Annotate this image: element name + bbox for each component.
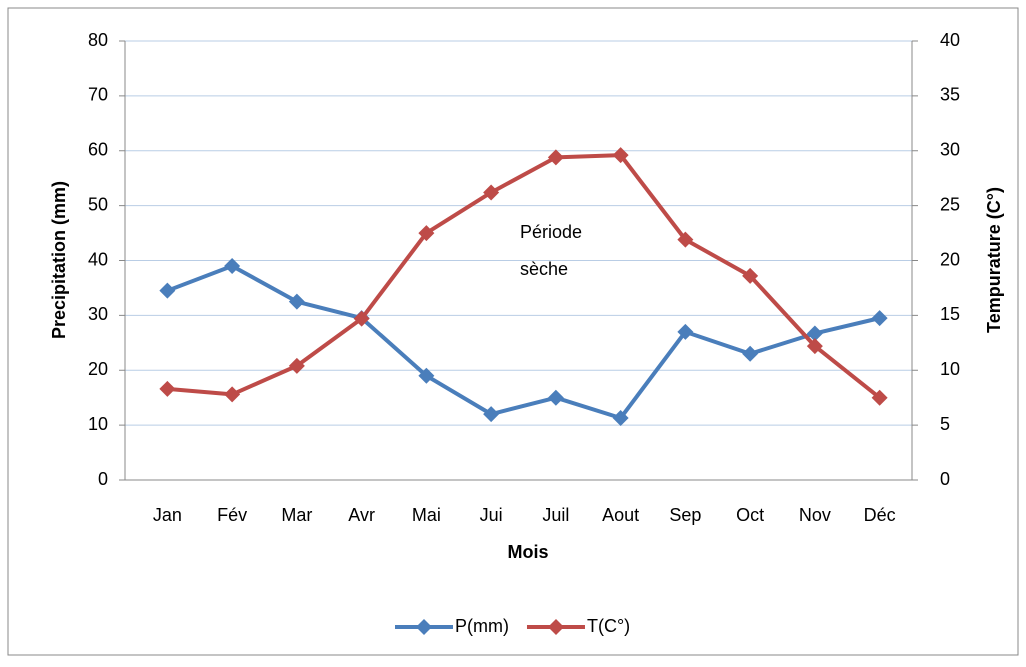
marker: [353, 310, 370, 327]
x-tick-label: Sep: [669, 505, 701, 525]
y-tick-label: 50: [88, 194, 108, 214]
marker: [288, 357, 305, 374]
marker: [742, 345, 759, 362]
marker: [547, 149, 564, 166]
y-axis-title: Precipitation (mm): [49, 181, 69, 339]
y-tick-label: 0: [98, 469, 108, 489]
y-tick-label: 70: [88, 85, 108, 105]
marker: [483, 406, 500, 423]
x-tick-label: Jan: [153, 505, 182, 525]
marker: [159, 380, 176, 397]
marker: [547, 389, 564, 406]
annotation: sèche: [520, 259, 568, 279]
marker: [742, 267, 759, 284]
legend-label: P(mm): [455, 616, 509, 636]
y-tick-label: 20: [88, 359, 108, 379]
marker: [224, 386, 241, 403]
y2-tick-label: 10: [940, 359, 960, 379]
series-line: [167, 153, 881, 400]
marker: [224, 257, 241, 274]
annotation: Période: [520, 222, 582, 242]
y-tick-label: 40: [88, 249, 108, 269]
x-tick-label: Mai: [412, 505, 441, 525]
series-line: [166, 263, 881, 420]
x-tick-label: Juil: [542, 505, 569, 525]
y2-tick-label: 5: [940, 414, 950, 434]
marker: [871, 389, 888, 406]
y2-tick-label: 35: [940, 85, 960, 105]
chart-frame: [7, 7, 1019, 656]
legend-label: T(C°): [587, 616, 630, 636]
y-tick-label: 80: [88, 30, 108, 50]
marker: [677, 323, 694, 340]
marker: [612, 147, 629, 164]
marker: [806, 338, 823, 355]
marker: [483, 184, 500, 201]
marker: [418, 367, 435, 384]
marker: [871, 310, 888, 327]
x-axis-title: Mois: [507, 542, 548, 562]
x-tick-label: Mar: [281, 505, 312, 525]
x-tick-label: Jui: [480, 505, 503, 525]
x-tick-label: Oct: [736, 505, 764, 525]
marker: [418, 225, 435, 242]
y2-tick-label: 40: [940, 30, 960, 50]
x-tick-label: Déc: [864, 505, 896, 525]
y-tick-label: 30: [88, 304, 108, 324]
y-tick-label: 60: [88, 140, 108, 160]
legend-marker: [416, 619, 432, 635]
y2-tick-label: 20: [940, 249, 960, 269]
y2-tick-label: 30: [940, 140, 960, 160]
marker: [806, 325, 823, 342]
y2-tick-label: 0: [940, 469, 950, 489]
marker: [288, 293, 305, 310]
y-tick-label: 10: [88, 414, 108, 434]
y2-tick-label: 25: [940, 194, 960, 214]
y2-axis-title: Tempurature (C°): [984, 187, 1004, 333]
marker: [159, 282, 176, 299]
legend-marker: [547, 619, 564, 635]
x-tick-label: Avr: [348, 505, 375, 525]
x-tick-label: Nov: [799, 505, 831, 525]
marker: [677, 231, 694, 248]
x-tick-label: Fév: [217, 505, 247, 525]
x-tick-label: Aout: [602, 505, 639, 525]
y2-tick-label: 15: [940, 304, 960, 324]
marker: [612, 409, 629, 426]
